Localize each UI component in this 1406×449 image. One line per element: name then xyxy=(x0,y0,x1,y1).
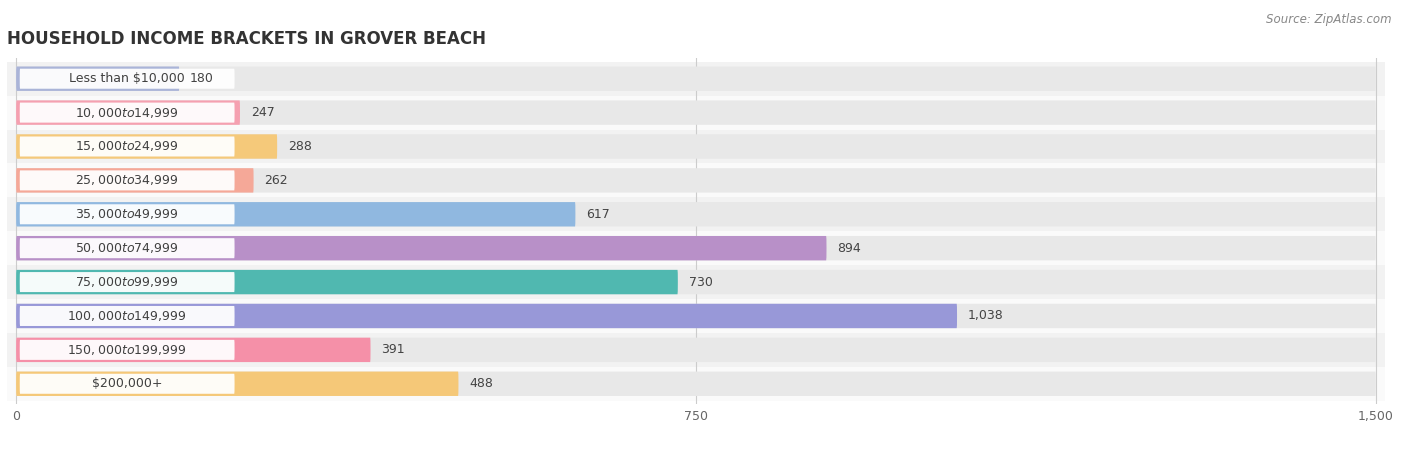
FancyBboxPatch shape xyxy=(15,202,1376,226)
FancyBboxPatch shape xyxy=(0,367,1406,401)
Text: 894: 894 xyxy=(838,242,860,255)
FancyBboxPatch shape xyxy=(15,270,678,294)
FancyBboxPatch shape xyxy=(15,338,1376,362)
FancyBboxPatch shape xyxy=(15,66,180,91)
Text: $50,000 to $74,999: $50,000 to $74,999 xyxy=(76,241,179,255)
FancyBboxPatch shape xyxy=(15,134,1376,158)
Text: 391: 391 xyxy=(381,343,405,357)
Text: 288: 288 xyxy=(288,140,312,153)
Text: $15,000 to $24,999: $15,000 to $24,999 xyxy=(76,140,179,154)
Text: $75,000 to $99,999: $75,000 to $99,999 xyxy=(76,275,179,289)
FancyBboxPatch shape xyxy=(0,231,1406,265)
FancyBboxPatch shape xyxy=(0,265,1406,299)
Text: $25,000 to $34,999: $25,000 to $34,999 xyxy=(76,173,179,187)
Text: $200,000+: $200,000+ xyxy=(91,377,162,390)
Text: $150,000 to $199,999: $150,000 to $199,999 xyxy=(67,343,187,357)
Text: 730: 730 xyxy=(689,276,713,289)
FancyBboxPatch shape xyxy=(15,168,1376,193)
Text: 617: 617 xyxy=(586,208,610,221)
FancyBboxPatch shape xyxy=(15,134,277,158)
FancyBboxPatch shape xyxy=(15,338,371,362)
FancyBboxPatch shape xyxy=(0,163,1406,198)
FancyBboxPatch shape xyxy=(0,130,1406,163)
FancyBboxPatch shape xyxy=(20,102,235,123)
FancyBboxPatch shape xyxy=(15,202,575,226)
FancyBboxPatch shape xyxy=(20,136,235,157)
Text: Source: ZipAtlas.com: Source: ZipAtlas.com xyxy=(1267,13,1392,26)
Text: $100,000 to $149,999: $100,000 to $149,999 xyxy=(67,309,187,323)
FancyBboxPatch shape xyxy=(20,306,235,326)
Text: HOUSEHOLD INCOME BRACKETS IN GROVER BEACH: HOUSEHOLD INCOME BRACKETS IN GROVER BEAC… xyxy=(7,31,486,48)
Text: 262: 262 xyxy=(264,174,288,187)
FancyBboxPatch shape xyxy=(15,372,1376,396)
Text: $10,000 to $14,999: $10,000 to $14,999 xyxy=(76,106,179,119)
FancyBboxPatch shape xyxy=(20,374,235,394)
FancyBboxPatch shape xyxy=(15,101,240,125)
FancyBboxPatch shape xyxy=(0,62,1406,96)
FancyBboxPatch shape xyxy=(20,340,235,360)
FancyBboxPatch shape xyxy=(20,69,235,89)
FancyBboxPatch shape xyxy=(15,304,1376,328)
Text: 488: 488 xyxy=(470,377,494,390)
FancyBboxPatch shape xyxy=(0,333,1406,367)
FancyBboxPatch shape xyxy=(20,170,235,190)
FancyBboxPatch shape xyxy=(15,236,1376,260)
FancyBboxPatch shape xyxy=(20,204,235,224)
Text: 180: 180 xyxy=(190,72,214,85)
FancyBboxPatch shape xyxy=(15,101,1376,125)
FancyBboxPatch shape xyxy=(15,304,957,328)
FancyBboxPatch shape xyxy=(20,238,235,258)
Text: 1,038: 1,038 xyxy=(967,309,1004,322)
FancyBboxPatch shape xyxy=(0,198,1406,231)
FancyBboxPatch shape xyxy=(15,168,253,193)
FancyBboxPatch shape xyxy=(15,236,827,260)
FancyBboxPatch shape xyxy=(15,66,1376,91)
Text: $35,000 to $49,999: $35,000 to $49,999 xyxy=(76,207,179,221)
FancyBboxPatch shape xyxy=(0,96,1406,130)
Text: Less than $10,000: Less than $10,000 xyxy=(69,72,186,85)
FancyBboxPatch shape xyxy=(0,299,1406,333)
Text: 247: 247 xyxy=(250,106,274,119)
FancyBboxPatch shape xyxy=(20,272,235,292)
FancyBboxPatch shape xyxy=(15,270,1376,294)
FancyBboxPatch shape xyxy=(15,372,458,396)
